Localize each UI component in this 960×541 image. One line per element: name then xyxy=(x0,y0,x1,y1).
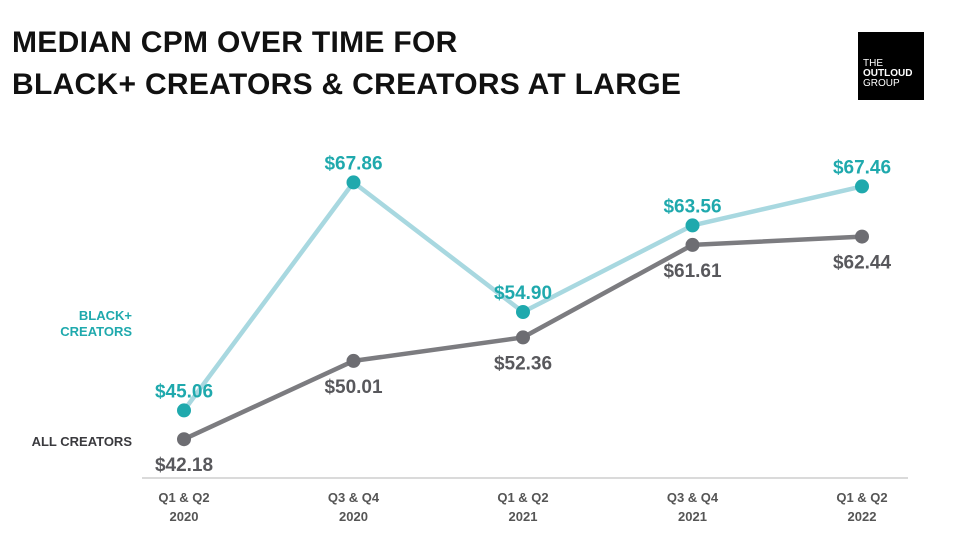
chart-title-line-2: BLACK+ CREATORS & CREATORS AT LARGE xyxy=(12,68,682,101)
data-point-1-2 xyxy=(516,330,530,345)
x-tick-label-1-0: Q3 & Q4 xyxy=(328,490,380,505)
data-point-0-4 xyxy=(855,179,869,194)
data-point-1-1 xyxy=(346,353,361,368)
data-label-1-2: $52.36 xyxy=(494,353,552,374)
data-point-0-1 xyxy=(346,175,361,190)
data-point-0-2 xyxy=(516,305,530,319)
x-tick-label-3-1: 2021 xyxy=(678,509,707,524)
chart-title-line-1: MEDIAN CPM OVER TIME FOR xyxy=(12,26,458,59)
x-tick-label-0-0: Q1 & Q2 xyxy=(158,490,209,505)
chart-title: MEDIAN CPM OVER TIME FOR BLACK+ CREATORS… xyxy=(12,22,681,106)
data-label-0-0: $45.06 xyxy=(155,381,213,402)
x-tick-label-0-1: 2020 xyxy=(170,509,199,524)
data-label-0-4: $67.46 xyxy=(833,157,891,178)
outloud-group-logo: THE OUTLOUD GROUP xyxy=(858,32,924,100)
data-label-0-3: $63.56 xyxy=(663,196,721,217)
x-tick-label-2-0: Q1 & Q2 xyxy=(497,490,548,505)
data-point-0-0 xyxy=(177,403,191,418)
data-label-1-1: $50.01 xyxy=(324,377,383,398)
x-tick-label-3-0: Q3 & Q4 xyxy=(667,490,719,505)
series-name-label-1-0: ALL CREATORS xyxy=(32,434,133,449)
x-tick-label-4-0: Q1 & Q2 xyxy=(836,490,887,505)
logo-line-1: THE xyxy=(863,58,883,69)
data-point-0-3 xyxy=(685,218,700,233)
data-label-1-4: $62.44 xyxy=(833,253,892,274)
data-label-1-3: $61.61 xyxy=(663,261,722,282)
series-name-label-0-0: BLACK+ xyxy=(79,308,132,323)
data-point-1-0 xyxy=(177,432,191,447)
logo-line-2: OUTLOUD xyxy=(863,68,913,79)
x-tick-label-2-1: 2021 xyxy=(509,509,538,524)
data-label-0-1: $67.86 xyxy=(324,153,382,174)
data-point-1-3 xyxy=(685,237,700,252)
data-label-0-2: $54.90 xyxy=(494,283,552,304)
logo-line-3: GROUP xyxy=(863,78,900,89)
x-tick-label-1-1: 2020 xyxy=(339,509,368,524)
data-point-1-4 xyxy=(855,229,869,244)
x-tick-label-4-1: 2022 xyxy=(848,509,877,524)
series-name-label-0-1: CREATORS xyxy=(60,324,132,339)
data-label-1-0: $42.18 xyxy=(155,455,213,476)
